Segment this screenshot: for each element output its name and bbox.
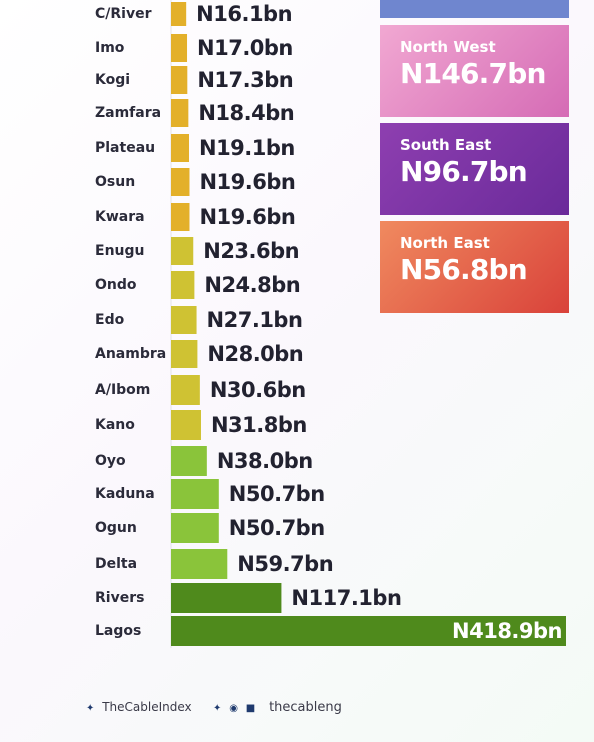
value-label: N31.8bn xyxy=(210,413,307,437)
category-label: Anambra xyxy=(95,346,167,362)
value-label: N19.1bn xyxy=(199,136,295,160)
bar-a-ibom xyxy=(171,375,200,405)
category-label: A/Ibom xyxy=(95,382,151,398)
value-label: N19.6bn xyxy=(199,205,296,229)
bar-lagos xyxy=(171,616,566,646)
category-label: Ondo xyxy=(95,277,137,293)
region-name: North East xyxy=(400,234,490,252)
instagram-icon: ◉ xyxy=(229,703,238,714)
value-label: N27.1bn xyxy=(206,308,303,332)
value-label: N418.9bn xyxy=(452,619,562,643)
footer-right: ✦ ◉ ■ thecableng xyxy=(213,699,342,717)
value-label: N50.7bn xyxy=(228,482,325,506)
bar-rivers xyxy=(171,583,282,613)
footer-left-handle: TheCableIndex xyxy=(102,700,192,714)
category-label: Plateau xyxy=(95,140,156,156)
value-label: N23.6bn xyxy=(203,239,300,263)
bar-c-river xyxy=(171,2,187,26)
value-label: N30.6bn xyxy=(209,378,306,402)
bar-anambra xyxy=(171,340,198,368)
category-label: C/River xyxy=(95,6,152,22)
category-label: Kwara xyxy=(95,209,145,225)
bar-kogi xyxy=(171,66,188,94)
bar-enugu xyxy=(171,237,194,265)
facebook-icon: ■ xyxy=(245,703,256,714)
bar-kaduna xyxy=(171,479,219,509)
bar-edo xyxy=(171,306,197,334)
category-label: Kogi xyxy=(95,72,131,88)
bar-imo xyxy=(171,34,188,62)
category-label: Enugu xyxy=(95,243,145,259)
value-label: N17.0bn xyxy=(197,36,293,60)
region-card-north-west: North West N146.7bn xyxy=(380,25,569,117)
bar-kwara xyxy=(171,203,190,231)
bar-delta xyxy=(171,549,228,579)
region-card-partial xyxy=(380,0,569,18)
value-label: N59.7bn xyxy=(237,552,334,576)
value-label: N117.1bn xyxy=(291,586,402,610)
region-value: N96.7bn xyxy=(400,155,528,188)
category-label: Ogun xyxy=(95,520,137,536)
bar-ondo xyxy=(171,271,195,299)
value-label: N17.3bn xyxy=(197,68,294,92)
category-label: Edo xyxy=(95,312,125,328)
value-label: N18.4bn xyxy=(198,101,295,125)
value-label: N50.7bn xyxy=(228,516,325,540)
bar-oyo xyxy=(171,446,207,476)
bar-ogun xyxy=(171,513,219,543)
category-label: Osun xyxy=(95,174,136,190)
bar-zamfara xyxy=(171,99,189,127)
bar-plateau xyxy=(171,134,190,162)
twitter-icon: ✦ xyxy=(213,703,222,714)
value-label: N38.0bn xyxy=(216,449,313,473)
category-label: Zamfara xyxy=(95,105,162,121)
value-label: N16.1bn xyxy=(196,2,293,26)
category-label: Lagos xyxy=(95,623,142,639)
region-value: N146.7bn xyxy=(400,57,546,90)
bar-osun xyxy=(171,168,190,196)
value-label: N19.6bn xyxy=(199,170,296,194)
region-name: South East xyxy=(400,136,492,154)
twitter-icon: ✦ xyxy=(86,703,95,714)
region-value: N56.8bn xyxy=(400,253,528,286)
value-label: N24.8bn xyxy=(204,273,301,297)
category-label: Oyo xyxy=(95,453,126,469)
category-label: Kaduna xyxy=(95,486,155,502)
region-name: North West xyxy=(400,38,496,56)
region-card-south-east: South East N96.7bn xyxy=(380,123,569,215)
region-card-north-east: North East N56.8bn xyxy=(380,221,569,313)
footer-right-handle: thecableng xyxy=(269,700,342,715)
value-label: N28.0bn xyxy=(207,342,304,366)
category-label: Imo xyxy=(95,40,125,56)
footer-left: ✦ TheCableIndex xyxy=(86,699,192,717)
category-label: Delta xyxy=(95,556,138,572)
bar-kano xyxy=(171,410,201,440)
category-label: Kano xyxy=(95,417,135,433)
category-label: Rivers xyxy=(95,590,145,606)
